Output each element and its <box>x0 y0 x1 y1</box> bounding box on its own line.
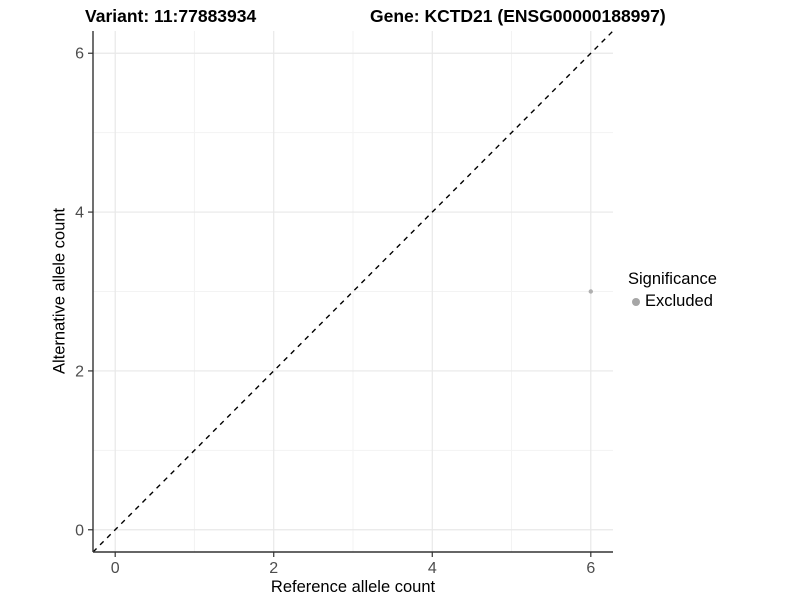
identity-dashed-line <box>92 30 614 553</box>
gridlines-minor <box>93 31 613 552</box>
legend-item-excluded: Excluded <box>628 292 717 311</box>
plot-title-gene: Gene: KCTD21 (ENSG00000188997) <box>370 6 666 26</box>
y-axis-title: Alternative allele count <box>50 207 69 375</box>
y-tick-label: 6 <box>75 46 84 63</box>
y-tick-label: 4 <box>75 205 84 222</box>
data-points <box>588 289 594 294</box>
y-tick-label: 0 <box>75 522 84 539</box>
legend: Significance Excluded <box>628 270 717 311</box>
x-axis-title: Reference allele count <box>270 578 436 596</box>
plot-title-variant: Variant: 11:77883934 <box>85 6 257 26</box>
x-tick-label: 4 <box>428 560 437 577</box>
x-tick-label: 2 <box>269 560 278 577</box>
y-tick-label: 2 <box>75 363 84 380</box>
data-point-excluded <box>588 289 594 294</box>
legend-title: Significance <box>628 270 717 288</box>
legend-point-icon <box>632 297 640 306</box>
x-tick-label: 6 <box>586 560 595 577</box>
legend-item-label: Excluded <box>645 292 713 310</box>
x-tick-label: 0 <box>111 560 120 577</box>
